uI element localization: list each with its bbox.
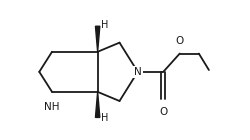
Text: O: O (159, 107, 168, 117)
Text: O: O (176, 36, 184, 46)
Polygon shape (96, 26, 100, 52)
Polygon shape (96, 92, 100, 117)
Text: H: H (101, 113, 108, 123)
Text: N: N (134, 67, 142, 77)
Text: NH: NH (44, 102, 60, 112)
Text: H: H (101, 20, 108, 30)
